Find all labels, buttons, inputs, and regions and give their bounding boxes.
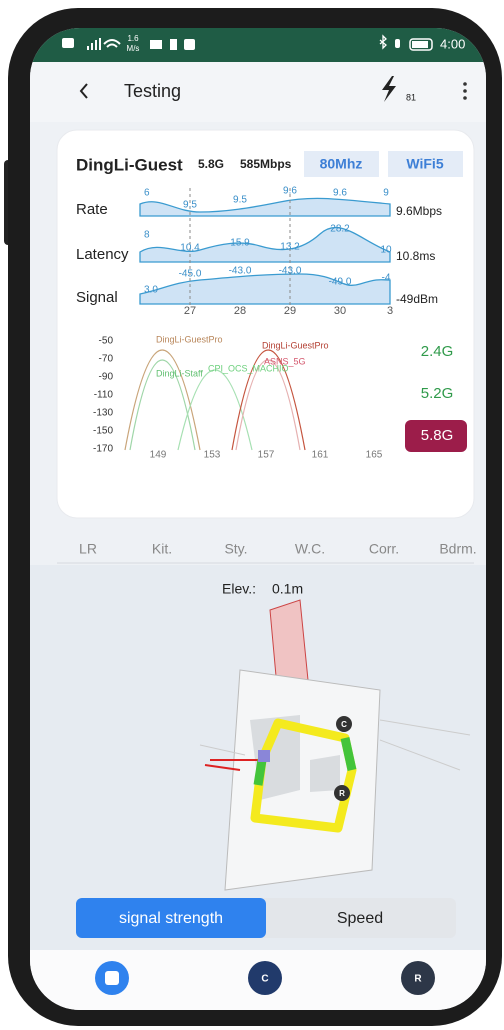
mic-icon bbox=[395, 39, 400, 48]
phone: 1.6 M/s 4:00 Testing 81 DingLi-Guest 5.8… bbox=[0, 0, 504, 1030]
band-option[interactable]: 2.4G bbox=[421, 343, 454, 360]
metric-point: -43.0 bbox=[279, 266, 302, 277]
metric-point: 9 bbox=[383, 188, 389, 199]
x-label: 157 bbox=[258, 450, 275, 461]
metric-point: 10 bbox=[380, 245, 392, 256]
band-option[interactable]: 5.8G bbox=[421, 427, 454, 444]
metric-label: Rate bbox=[76, 201, 108, 218]
network-label: ASNS_5G bbox=[264, 356, 306, 366]
x-label: 149 bbox=[150, 450, 167, 461]
marker-label: C bbox=[341, 720, 347, 729]
nav-label: C bbox=[261, 974, 268, 985]
metric-point: 10.4 bbox=[180, 243, 200, 254]
band-option[interactable]: 5.2G bbox=[421, 385, 454, 402]
marker-label: R bbox=[339, 789, 345, 798]
network-label: DingLi-Staff bbox=[156, 368, 203, 378]
metric-point: 13.2 bbox=[280, 242, 300, 253]
x-label: 165 bbox=[366, 450, 383, 461]
metric-point: 9.5 bbox=[233, 195, 247, 206]
y-label: -130 bbox=[93, 408, 113, 419]
room-tab[interactable]: Bdrm. bbox=[439, 541, 476, 557]
elevation-value: 0.1m bbox=[272, 581, 303, 597]
network-label: DingLi-GuestPro bbox=[262, 340, 329, 350]
battery-level bbox=[412, 41, 428, 48]
page: 1.6 M/s 4:00 Testing 81 DingLi-Guest 5.8… bbox=[0, 0, 504, 1030]
x-label: 161 bbox=[312, 450, 329, 461]
metric-point: 28.2 bbox=[330, 224, 350, 235]
clock: 4:00 bbox=[440, 36, 465, 51]
channel-width: 80Mhz bbox=[320, 156, 363, 172]
x-label: 29 bbox=[284, 305, 296, 317]
metric-current: -49dBm bbox=[396, 292, 438, 306]
x-label: 153 bbox=[204, 450, 221, 461]
metric-point: -45.0 bbox=[179, 269, 202, 280]
net-speed: 1.6 bbox=[127, 34, 139, 43]
y-label: -50 bbox=[99, 336, 114, 347]
link-rate: 585Mbps bbox=[240, 157, 292, 171]
metric-current: 10.8ms bbox=[396, 249, 435, 263]
metric-current: 9.6Mbps bbox=[396, 204, 442, 218]
metric-point: 9.6 bbox=[333, 188, 347, 199]
metric-label: Latency bbox=[76, 246, 129, 263]
nav-label: R bbox=[414, 974, 422, 985]
y-label: -150 bbox=[93, 426, 113, 437]
header-bar bbox=[30, 62, 486, 122]
metric-point: -49.0 bbox=[329, 277, 352, 288]
y-label: -110 bbox=[94, 390, 114, 401]
room-tab[interactable]: Corr. bbox=[369, 541, 399, 557]
room-tab[interactable]: Kit. bbox=[152, 541, 172, 557]
net-speed-unit: M/s bbox=[127, 44, 140, 53]
y-label: -90 bbox=[99, 372, 114, 383]
sparklines bbox=[140, 198, 390, 304]
room-tab[interactable]: Sty. bbox=[224, 541, 247, 557]
y-label: -170 bbox=[93, 444, 113, 455]
status-icon bbox=[62, 38, 74, 48]
x-label: 30 bbox=[334, 305, 346, 317]
metric-point: 9.5 bbox=[183, 200, 197, 211]
more-button[interactable] bbox=[463, 82, 467, 100]
x-label: 3 bbox=[387, 305, 393, 317]
x-label: 28 bbox=[234, 305, 246, 317]
metric-point: 8 bbox=[144, 230, 150, 241]
room-tab[interactable]: LR bbox=[79, 541, 97, 557]
metric-label: Signal bbox=[76, 289, 118, 306]
stop-icon bbox=[105, 971, 119, 985]
boost-badge: 81 bbox=[406, 92, 416, 102]
room-tab[interactable]: W.C. bbox=[295, 541, 325, 557]
toggle-option[interactable]: signal strength bbox=[119, 910, 223, 927]
standard: WiFi5 bbox=[406, 156, 443, 172]
page-title: Testing bbox=[124, 81, 181, 101]
metric-point: -4 bbox=[382, 273, 391, 284]
metric-point: 9.6 bbox=[283, 186, 297, 197]
ssid: DingLi-Guest bbox=[76, 155, 183, 174]
metric-point: 6 bbox=[144, 188, 150, 199]
toggle-option[interactable]: Speed bbox=[337, 910, 383, 927]
status-icon bbox=[150, 40, 162, 49]
band: 5.8G bbox=[198, 157, 224, 171]
status-icon bbox=[170, 39, 177, 50]
metric-point: 3.0 bbox=[144, 285, 158, 296]
y-label: -70 bbox=[99, 354, 114, 365]
metric-point: 15.9 bbox=[230, 238, 250, 249]
x-label: 27 bbox=[184, 305, 196, 317]
status-icon bbox=[184, 39, 195, 50]
metric-point: -43.0 bbox=[229, 266, 252, 277]
elevation-label: Elev.: bbox=[222, 581, 256, 597]
network-label: DingLi-GuestPro bbox=[156, 334, 223, 344]
